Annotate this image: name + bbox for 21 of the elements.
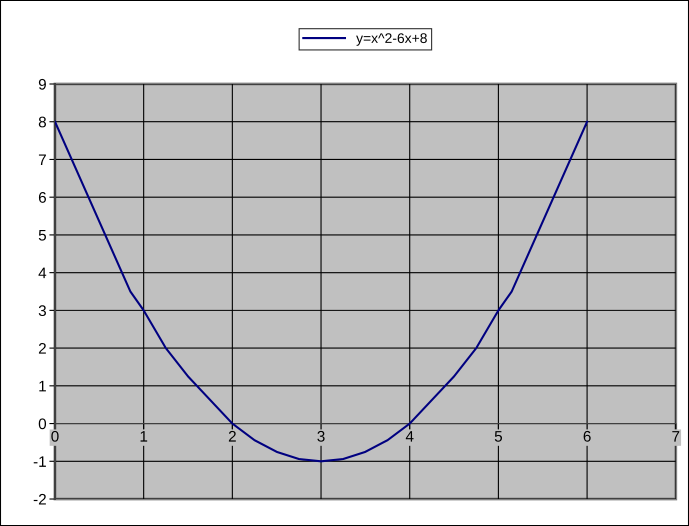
y-tick-label: -2 (34, 494, 46, 505)
x-tick-label: 5 (494, 431, 502, 442)
y-tick-label: 6 (38, 192, 46, 203)
x-tick-label: 1 (140, 431, 148, 442)
y-tick-label: 5 (38, 230, 46, 241)
y-tick-label: 1 (39, 380, 46, 392)
legend-label: y=x^2-6x+8 (356, 33, 427, 46)
y-tick-label: 2 (38, 342, 46, 354)
x-tick-label: 3 (317, 430, 325, 442)
x-tick-label: 0 (51, 430, 59, 442)
x-tick-label: 7 (672, 431, 680, 442)
x-tick-label: 2 (228, 430, 236, 442)
y-tick-label: 9 (38, 78, 46, 90)
y-tick-label: 7 (38, 154, 46, 165)
y-tick-label: 8 (38, 116, 46, 128)
x-tick-label: 4 (406, 431, 414, 442)
y-tick-label: 4 (38, 268, 46, 278)
y-tick-label: 3 (38, 305, 46, 316)
y-tick-label: 0 (38, 418, 46, 430)
x-tick-label: 6 (584, 430, 591, 442)
y-tick-label: -1 (34, 456, 46, 467)
